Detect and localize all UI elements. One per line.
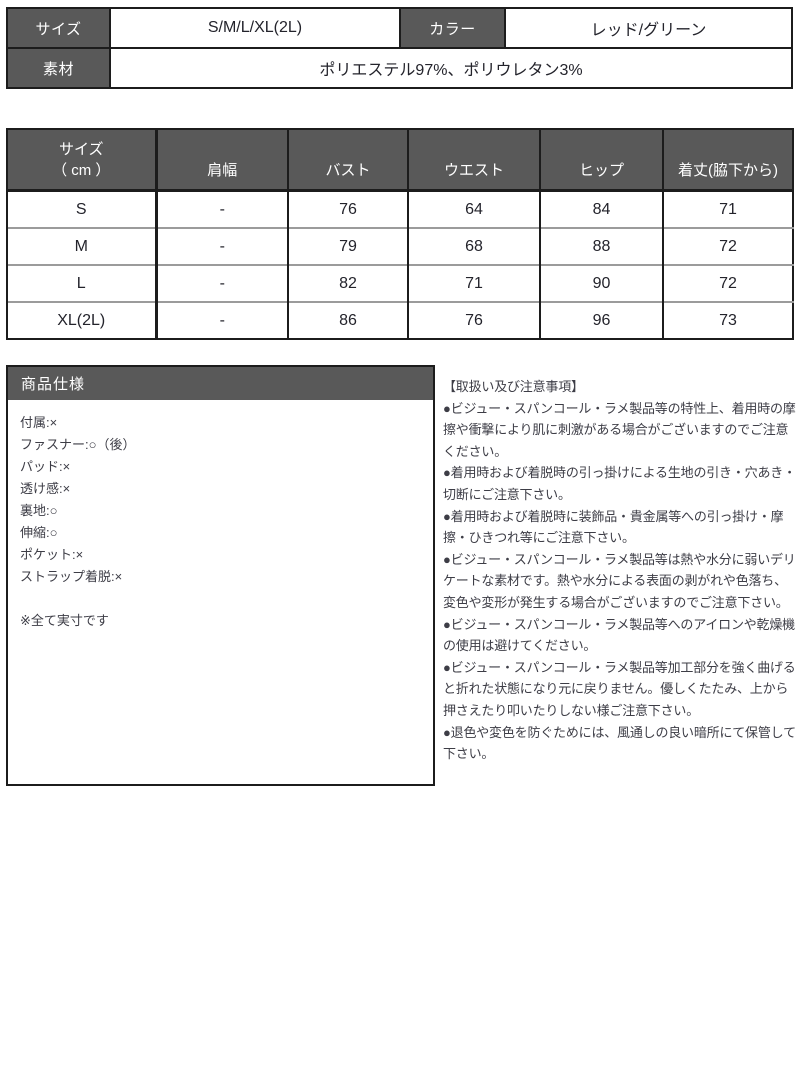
spec-item-fastener: ファスナー:○（後） [20,437,136,452]
size-table-row-xl: XL(2L) - 86 76 96 73 [6,301,793,339]
spec-measure-note: ※全て実寸です [20,613,109,628]
product-info-table: サイズ S/M/L/XL(2L) カラー レッド/グリーン 素材 ポリエステル9… [6,7,793,89]
handling-notes-title: 【取扱い及び注意事項】 [443,379,584,394]
material-label-cell: 素材 [6,47,111,89]
product-info-row: サイズ S/M/L/XL(2L) カラー レッド/グリーン [6,7,793,49]
handling-note-item: ●着用時および着脱時に装飾品・貴金属等への引っ掛け・摩擦・ひきつれ等にご注意下さ… [443,508,784,546]
handling-notes: 【取扱い及び注意事項】 ●ビジュー・スパンコール・ラメ製品等の特性上、着用時の摩… [443,376,799,765]
handling-note-item: ●着用時および着脱時の引っ掛けによる生地の引き・穴あき・切断にご注意下さい。 [443,465,796,502]
size-name-cell: L [6,264,158,302]
size-name-cell: M [6,227,158,265]
size-value-cell: S/M/L/XL(2L) [109,7,401,49]
spec-item-sheerness: 透け感:× [20,481,71,496]
bust-header: バスト [287,129,408,192]
spec-item-pad: パッド:× [20,459,71,474]
waist-header: ウエスト [407,129,540,192]
waist-cell: 68 [407,227,540,265]
size-name-cell: S [6,189,158,228]
hip-cell: 90 [539,264,663,302]
handling-note-item: ●ビジュー・スパンコール・ラメ製品等の特性上、着用時の摩擦や衝撃により肌に刺激が… [443,400,796,459]
hip-cell: 96 [539,301,663,339]
length-cell: 73 [662,301,793,339]
spec-item-pocket: ポケット:× [20,547,84,562]
size-label-cell: サイズ [6,7,111,49]
waist-cell: 64 [407,189,540,228]
handling-note-item: ●ビジュー・スパンコール・ラメ製品等は熱や水分に弱いデリケートな素材です。熱や水… [443,551,796,610]
spec-item-strap: ストラップ着脱:× [20,569,123,584]
shoulder-cell: - [155,189,288,228]
size-table-header-row: サイズ （ cm ） 肩幅 バスト ウエスト ヒップ 着丈(脇下から) [6,129,793,192]
product-info-row: 素材 ポリエステル97%、ポリウレタン3% [6,47,793,89]
size-cm-header-line2: （ cm ） [52,161,111,179]
hip-cell: 88 [539,227,663,265]
bust-cell: 76 [287,189,408,228]
shoulder-cell: - [155,301,288,339]
length-cell: 72 [662,264,793,302]
spec-item-stretch: 伸縮:○ [20,525,58,540]
spec-items: 付属:× ファスナー:○（後） パッド:× 透け感:× 裏地:○ 伸縮:○ ポケ… [8,400,433,632]
length-header: 着丈(脇下から) [662,129,793,192]
material-value-cell: ポリエステル97%、ポリウレタン3% [109,47,793,89]
size-cm-header-line1: サイズ [58,140,104,158]
hip-header: ヒップ [539,129,663,192]
size-table-row-s: S - 76 64 84 71 [6,189,793,228]
length-cell: 72 [662,227,793,265]
size-table-row-l: L - 82 71 90 72 [6,264,793,302]
size-cm-header: サイズ （ cm ） [6,129,158,192]
handling-note-item: ●退色や変色を防ぐためには、風通しの良い暗所にて保管して下さい。 [443,724,796,762]
shoulder-cell: - [155,227,288,265]
bust-cell: 79 [287,227,408,265]
shoulder-width-header: 肩幅 [155,129,288,192]
length-cell: 71 [662,189,793,228]
spec-box-title: 商品仕様 [8,367,433,400]
waist-cell: 71 [407,264,540,302]
size-name-cell: XL(2L) [6,301,158,339]
bust-cell: 86 [287,301,408,339]
spec-item-lining: 裏地:○ [20,503,58,518]
handling-note-item: ●ビジュー・スパンコール・ラメ製品等加工部分を強く曲げると折れた状態になり元に戻… [443,659,796,718]
color-label-cell: カラー [399,7,506,49]
size-table-row-m: M - 79 68 88 72 [6,227,793,265]
hip-cell: 84 [539,189,663,228]
handling-note-item: ●ビジュー・スパンコール・ラメ製品等へのアイロンや乾燥機の使用は避けてください。 [443,616,795,654]
color-value-cell: レッド/グリーン [504,7,793,49]
waist-cell: 76 [407,301,540,339]
spec-item-accessory: 付属:× [20,415,58,430]
shoulder-cell: - [155,264,288,302]
size-measurements-table: サイズ （ cm ） 肩幅 バスト ウエスト ヒップ 着丈(脇下から) S - … [6,128,794,340]
spec-box: 商品仕様 付属:× ファスナー:○（後） パッド:× 透け感:× 裏地:○ 伸縮… [6,365,435,786]
bust-cell: 82 [287,264,408,302]
